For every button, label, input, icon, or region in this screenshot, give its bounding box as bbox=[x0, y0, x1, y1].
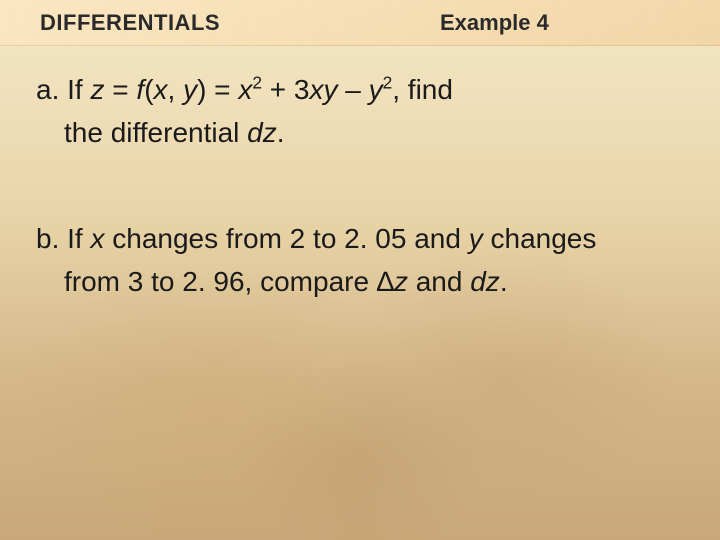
var-xy: xy bbox=[309, 74, 337, 105]
paragraph-b: b. If x changes from 2 to 2. 05 and y ch… bbox=[36, 217, 684, 304]
slide-title-left: DIFFERENTIALS bbox=[0, 10, 220, 36]
text: . bbox=[277, 117, 285, 148]
slide: DIFFERENTIALS Example 4 a. If z = f(x, y… bbox=[0, 0, 720, 540]
text: If bbox=[67, 74, 90, 105]
text: If bbox=[67, 223, 90, 254]
paragraph-a: a. If z = f(x, y) = x2 + 3xy – y2, find … bbox=[36, 68, 684, 155]
text: the differential bbox=[64, 117, 247, 148]
text: = bbox=[104, 74, 136, 105]
var-x: x bbox=[90, 223, 104, 254]
var-z: z bbox=[90, 74, 104, 105]
text: , bbox=[168, 74, 184, 105]
var-dz: dz bbox=[470, 266, 500, 297]
text: ( bbox=[144, 74, 153, 105]
var-dz: dz bbox=[247, 117, 277, 148]
superscript: 2 bbox=[252, 73, 262, 93]
text: ) = bbox=[197, 74, 238, 105]
text: changes bbox=[483, 223, 597, 254]
var-x: x bbox=[238, 74, 252, 105]
var-y: y bbox=[183, 74, 197, 105]
text: , find bbox=[392, 74, 453, 105]
var-y: y bbox=[469, 223, 483, 254]
text: from 3 to 2. 96, compare bbox=[64, 266, 377, 297]
text: . bbox=[500, 266, 508, 297]
slide-title-right: Example 4 bbox=[440, 10, 549, 36]
var-x: x bbox=[154, 74, 168, 105]
superscript: 2 bbox=[383, 73, 393, 93]
delta-symbol: ∆ bbox=[377, 266, 394, 297]
item-b-label: b. bbox=[36, 223, 59, 254]
text: + 3 bbox=[262, 74, 309, 105]
var-y: y bbox=[369, 74, 383, 105]
slide-content: a. If z = f(x, y) = x2 + 3xy – y2, find … bbox=[0, 46, 720, 304]
text: changes from 2 to 2. 05 and bbox=[104, 223, 468, 254]
var-z: z bbox=[394, 266, 408, 297]
line-2: from 3 to 2. 96, compare ∆z and dz. bbox=[36, 260, 684, 303]
line-2: the differential dz. bbox=[36, 111, 684, 154]
item-a-label: a. bbox=[36, 74, 59, 105]
text: and bbox=[408, 266, 470, 297]
header-bar: DIFFERENTIALS Example 4 bbox=[0, 0, 720, 46]
text: – bbox=[337, 74, 368, 105]
